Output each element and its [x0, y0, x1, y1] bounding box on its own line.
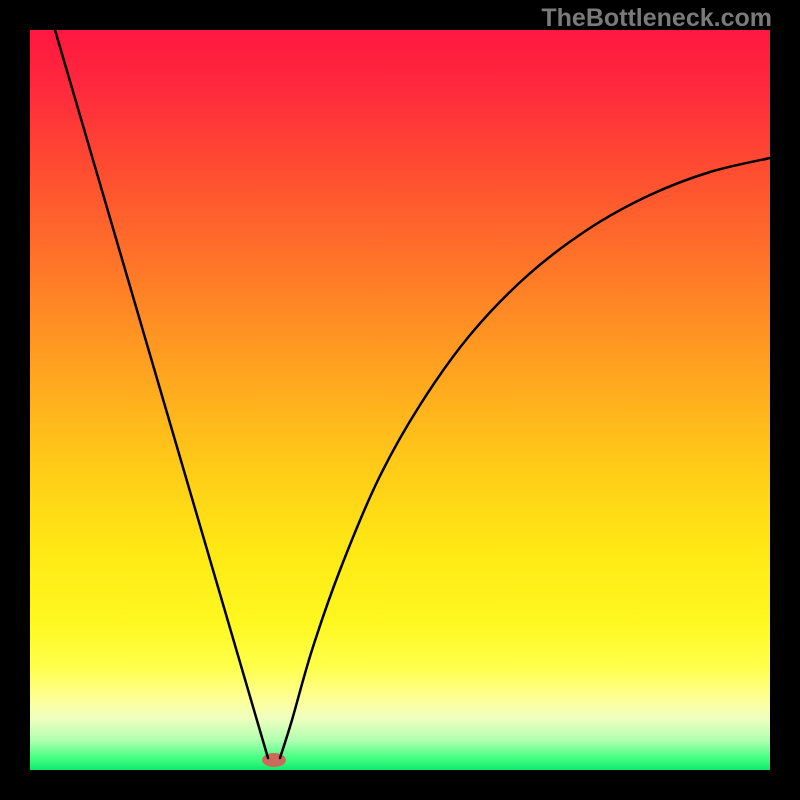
chart-frame: TheBottleneck.com	[0, 0, 800, 800]
watermark-text: TheBottleneck.com	[541, 4, 772, 33]
plot-background	[30, 30, 770, 770]
optimum-marker	[262, 753, 286, 767]
chart-svg	[0, 0, 800, 800]
